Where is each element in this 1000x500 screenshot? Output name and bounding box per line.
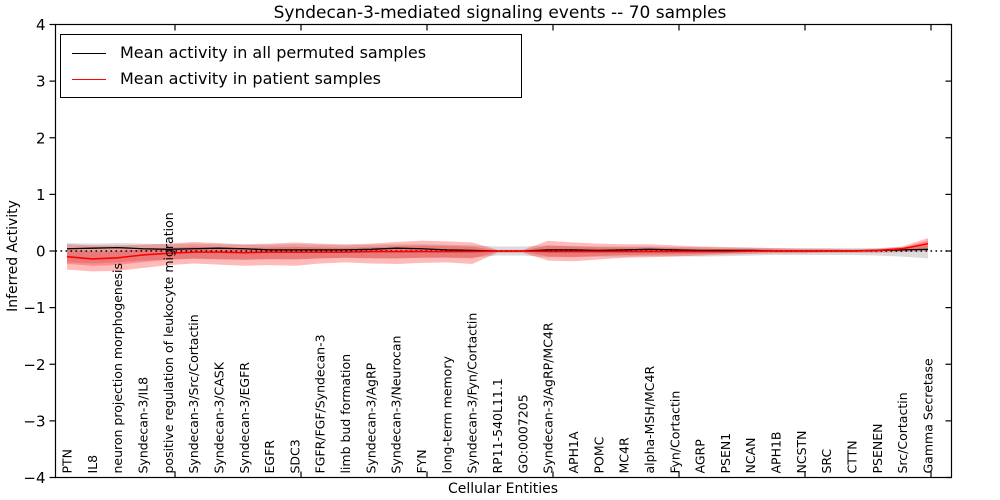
legend-entry-permuted: Mean activity in all permuted samples [72, 45, 521, 61]
x-category-label: AGRP [693, 439, 708, 474]
x-category-label: SDC3 [287, 439, 302, 473]
patient-mean-line [66, 242, 929, 260]
x-category-label: positive regulation of leukocyte migrati… [161, 212, 176, 473]
y-tick-label: −4 [23, 469, 45, 487]
y-tick-label: 4 [36, 16, 46, 34]
x-category-label: APH1B [769, 431, 784, 473]
x-axis-label: Cellular Entities [447, 481, 559, 497]
x-category-label: Fyn/Cortactin [667, 391, 682, 474]
x-category-label: PSENEN [870, 424, 885, 474]
x-category-label: NCAN [743, 438, 758, 474]
y-tick-label: −2 [23, 356, 45, 374]
x-category-label: IL8 [85, 455, 100, 474]
x-category-label: Syndecan-3/AgRP [363, 362, 378, 473]
patient-spread-band-outer [67, 237, 928, 272]
x-category-label: GO:0007205 [515, 394, 530, 473]
x-category-label: NCSTN [794, 431, 809, 474]
y-tick-label: 0 [36, 243, 46, 261]
chart-title: Syndecan-3-mediated signaling events -- … [273, 3, 727, 23]
x-category-label: Gamma Secretase [921, 358, 936, 473]
x-category-label: Src/Cortactin [895, 392, 910, 473]
x-category-label: FYN [414, 449, 429, 473]
red-line-swatch-icon [72, 78, 106, 80]
y-tick-label: 3 [36, 73, 46, 91]
x-category-label: Syndecan-3/Neurocan [389, 336, 404, 474]
legend: Mean activity in all permuted samples Me… [60, 34, 522, 98]
y-tick-label: −1 [23, 299, 45, 317]
y-tick-label: 1 [36, 186, 46, 204]
x-category-label: PTN [60, 449, 75, 474]
x-category-label: APH1A [566, 431, 581, 473]
y-tick-label: 2 [36, 129, 46, 147]
legend-label-permuted: Mean activity in all permuted samples [120, 43, 427, 62]
x-category-label: neuron projection morphogenesis [110, 263, 125, 474]
x-category-label: PSEN1 [718, 433, 733, 474]
x-category-label: CTTN [845, 440, 860, 473]
x-category-label: EGFR [262, 440, 277, 474]
x-category-label: limb bud formation [338, 354, 353, 474]
x-category-label: Syndecan-3/Fyn/Cortactin [465, 313, 480, 474]
x-category-label: Syndecan-3/AgRP/MC4R [541, 322, 556, 473]
x-category-label: POMC [591, 436, 606, 473]
x-category-label: Syndecan-3/CASK [211, 361, 226, 473]
y-tick-label: −3 [23, 412, 45, 430]
x-category-label: SRC [819, 449, 834, 474]
x-category-label: FGFR/FGF/Syndecan-3 [313, 334, 328, 473]
x-category-label: Syndecan-3/EGFR [237, 362, 252, 474]
permuted-spread-band [67, 243, 928, 264]
legend-entry-patient: Mean activity in patient samples [72, 71, 521, 87]
x-category-label: alpha-MSH/MC4R [642, 366, 657, 474]
black-line-swatch-icon [72, 52, 106, 54]
x-category-label: RP11-540L11.1 [490, 378, 505, 473]
x-category-label: Syndecan-3/IL8 [135, 377, 150, 474]
legend-label-patient: Mean activity in patient samples [120, 69, 381, 88]
x-category-label: long-term memory [439, 356, 454, 474]
x-category-label: Syndecan-3/Src/Cortactin [186, 314, 201, 473]
x-category-label: MC4R [617, 437, 632, 473]
